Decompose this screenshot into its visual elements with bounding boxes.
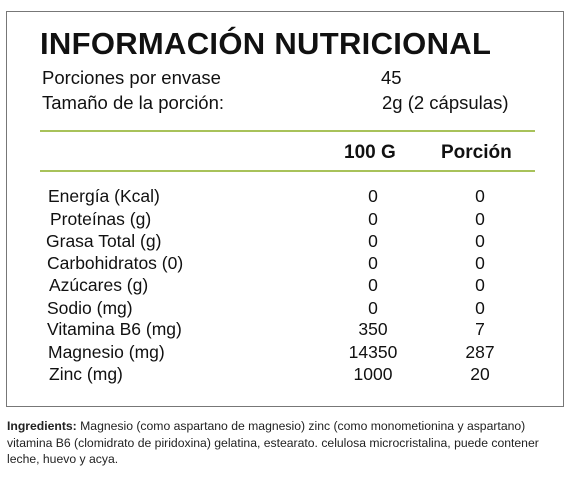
nutrient-name: Grasa Total (g)	[46, 231, 162, 251]
nutrient-row: Sodio (mg) 0 0	[7, 298, 563, 320]
nutrient-name: Azúcares (g)	[49, 275, 149, 295]
nutrient-value-100g: 0	[368, 253, 378, 273]
nutrient-name: Zinc (mg)	[49, 364, 123, 384]
panel-title: INFORMACIÓN NUTRICIONAL	[40, 26, 492, 61]
nutrient-value-100g: 0	[368, 231, 378, 251]
nutrient-name: Sodio (mg)	[47, 298, 133, 318]
nutrient-value-portion: 0	[475, 275, 485, 295]
nutrient-name: Energía (Kcal)	[48, 186, 160, 206]
nutrient-row: Grasa Total (g) 0 0	[7, 231, 563, 253]
nutrient-row: Magnesio (mg) 14350 287	[7, 342, 563, 364]
nutrient-value-100g: 0	[368, 209, 378, 229]
nutrient-value-portion: 20	[470, 364, 490, 384]
serving-size-value: 2g (2 cápsulas)	[382, 92, 509, 113]
nutrient-value-portion: 7	[475, 319, 485, 339]
nutrient-value-100g: 0	[368, 298, 378, 318]
ingredients-body: Magnesio (como aspartano de magnesio) zi…	[7, 419, 539, 466]
nutrient-value-100g: 1000	[353, 364, 393, 384]
nutrient-name: Vitamina B6 (mg)	[47, 319, 182, 339]
nutrient-value-100g: 0	[368, 186, 378, 206]
servings-per-container-label: Porciones por envase	[42, 67, 221, 88]
nutrient-row: Carbohidratos (0) 0 0	[7, 253, 563, 275]
nutrient-value-portion: 0	[475, 231, 485, 251]
column-header-100g: 100 G	[344, 142, 396, 163]
divider-bottom	[40, 170, 535, 172]
nutrient-row: Proteínas (g) 0 0	[7, 209, 563, 231]
nutrient-name: Proteínas (g)	[50, 209, 152, 229]
divider-top	[40, 130, 535, 132]
servings-per-container-value: 45	[381, 67, 402, 88]
serving-size-label: Tamaño de la porción:	[42, 92, 225, 113]
nutrient-row: Energía (Kcal) 0 0	[7, 186, 563, 208]
ingredients-label: Ingredients:	[7, 419, 77, 433]
nutrient-name: Carbohidratos (0)	[47, 253, 184, 273]
column-header-portion: Porción	[441, 142, 512, 163]
nutrient-value-100g: 14350	[348, 342, 398, 362]
nutrient-row: Vitamina B6 (mg) 350 7	[7, 319, 563, 341]
nutrient-value-100g: 0	[368, 275, 378, 295]
nutrition-panel: INFORMACIÓN NUTRICIONAL Porciones por en…	[6, 11, 564, 407]
nutrient-row: Zinc (mg) 1000 20	[7, 364, 563, 386]
ingredients-text: Ingredients: Magnesio (como aspartano de…	[7, 418, 562, 468]
nutrient-value-portion: 287	[465, 342, 495, 362]
nutrient-value-100g: 350	[358, 319, 388, 339]
nutrient-row: Azúcares (g) 0 0	[7, 275, 563, 297]
nutrient-value-portion: 0	[475, 186, 485, 206]
nutrient-value-portion: 0	[475, 209, 485, 229]
nutrient-value-portion: 0	[475, 253, 485, 273]
nutrient-name: Magnesio (mg)	[48, 342, 165, 362]
nutrient-value-portion: 0	[475, 298, 485, 318]
